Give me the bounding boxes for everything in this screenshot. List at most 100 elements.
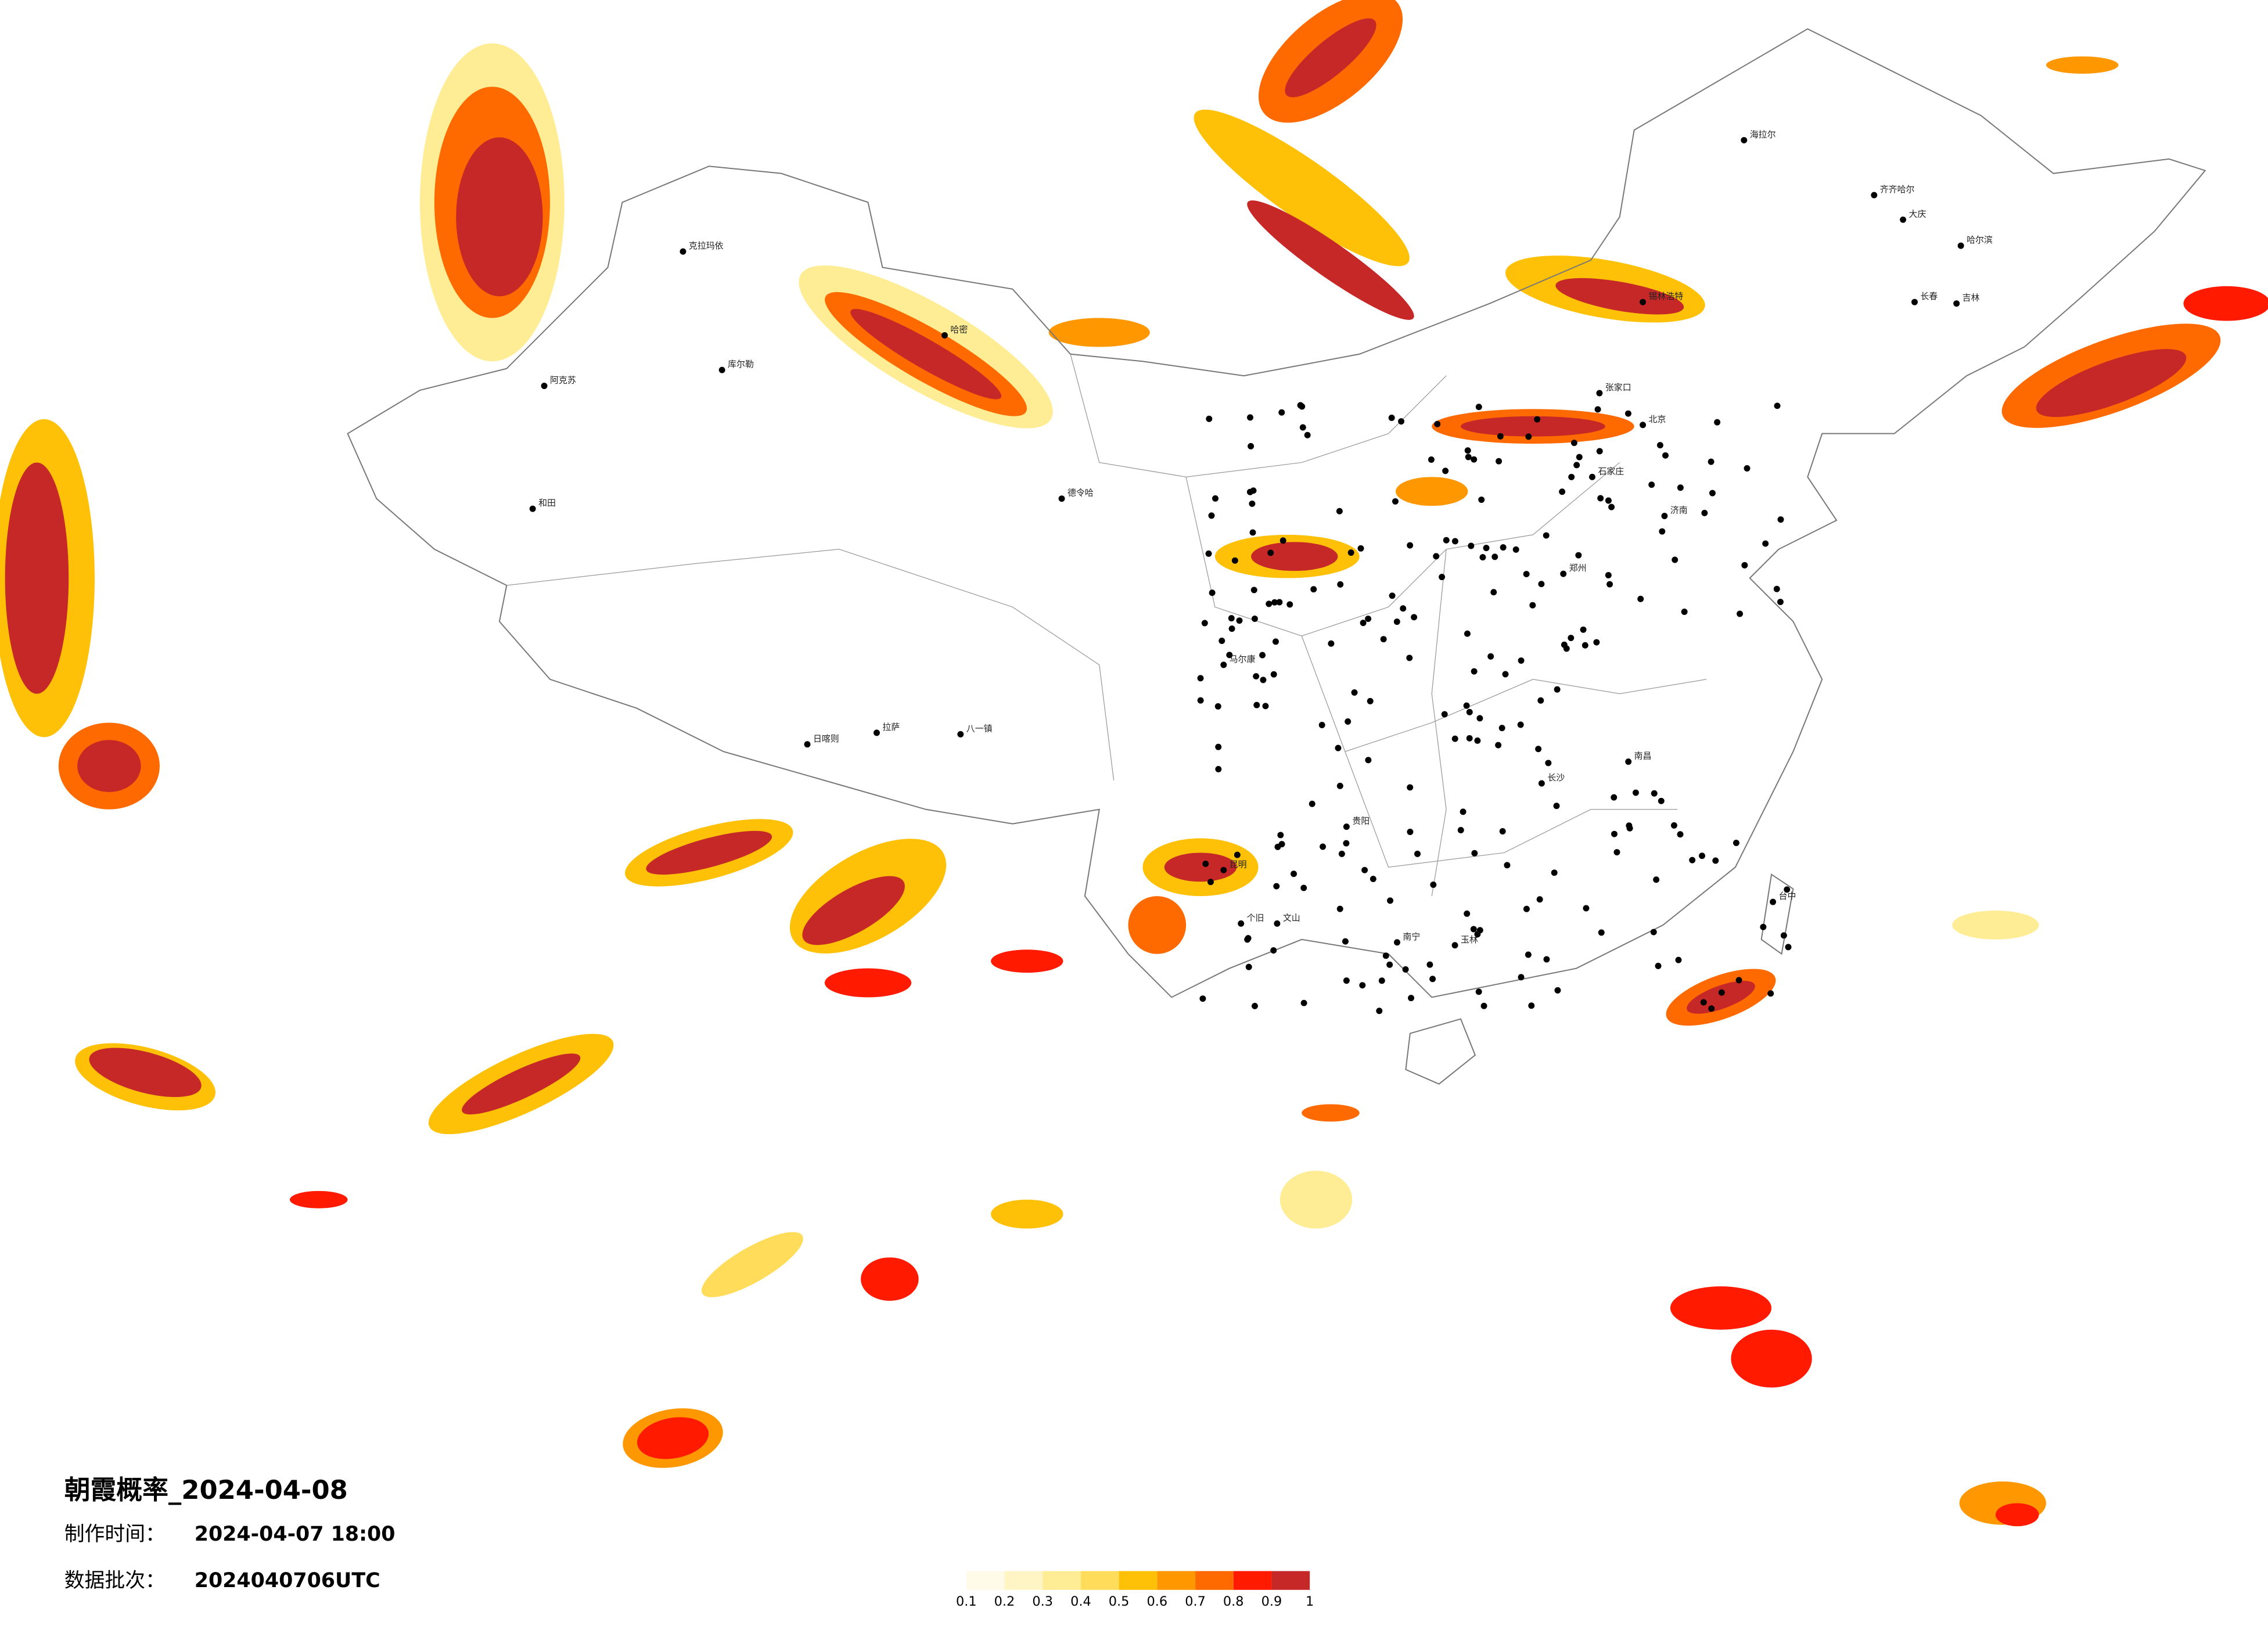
city-label: 拉萨: [882, 722, 900, 732]
city-dot: [1953, 300, 1960, 307]
city-dot: [1245, 963, 1252, 970]
city-dot: [1464, 447, 1471, 454]
city-dot: [1479, 554, 1486, 561]
city-dot: [1398, 418, 1405, 425]
city-dot: [1343, 977, 1350, 984]
city-dot: [1554, 987, 1561, 994]
city-dot: [1228, 625, 1235, 632]
probability-area: [462, 1053, 581, 1115]
city-label: 济南: [1670, 505, 1688, 516]
city-dot: [1342, 938, 1349, 945]
taiwan: [1760, 873, 1794, 955]
city-dot: [1528, 1002, 1535, 1009]
city-dot: [1460, 808, 1467, 815]
city-dot: [1262, 703, 1269, 710]
city-dot: [1487, 653, 1494, 660]
city-dot: [1389, 592, 1396, 599]
city-label: 八一镇: [966, 723, 993, 733]
city-dot: [1376, 1008, 1383, 1015]
city-dot: [1593, 639, 1600, 646]
city-dot: [1598, 929, 1605, 936]
city-dot: [1361, 866, 1368, 873]
city-dot: [1605, 497, 1612, 504]
probability-area: [1128, 896, 1187, 954]
city-dot: [1471, 456, 1478, 463]
city-dot: [1582, 642, 1588, 649]
city-label: 锡林浩特: [1649, 291, 1684, 301]
city-dot: [1777, 516, 1784, 523]
city-dots: [529, 136, 1964, 1015]
city-label: 海拉尔: [1750, 129, 1776, 139]
city-dot: [1434, 420, 1441, 427]
city-label: 石家庄: [1598, 466, 1624, 476]
city-dot: [1300, 884, 1307, 891]
city-dot: [1335, 744, 1342, 751]
city-dot: [1518, 657, 1525, 664]
city-dot: [1220, 866, 1227, 873]
city-dot: [1575, 552, 1582, 559]
city-label: 阿克苏: [550, 375, 576, 386]
city-label: 长春: [1920, 291, 1938, 301]
hainan: [1405, 1018, 1476, 1085]
city-dot: [1534, 416, 1541, 423]
city-dot: [1286, 601, 1293, 608]
probability-area: [77, 740, 141, 792]
city-dot: [1474, 737, 1481, 744]
city-dot: [1568, 635, 1575, 642]
city-dot: [1871, 192, 1878, 199]
city-dot: [1504, 862, 1511, 869]
city-dot: [1463, 702, 1470, 709]
legend-swatch: [1271, 1571, 1310, 1590]
city-dot: [1466, 735, 1473, 742]
city-dot: [1537, 697, 1544, 704]
city-dot: [1291, 870, 1297, 877]
city-dot: [1359, 982, 1366, 989]
city-label: 郑州: [1569, 563, 1587, 573]
city-dot: [1209, 589, 1216, 596]
city-dot: [1589, 473, 1595, 480]
batch-label: 数据批次：: [64, 1569, 166, 1592]
city-dot: [1206, 415, 1213, 422]
city-dot: [1495, 742, 1502, 749]
city-dot: [1370, 876, 1376, 883]
city-dot: [1718, 989, 1725, 996]
legend-tick-label: 0.5: [1109, 1594, 1130, 1609]
city-dot: [1640, 298, 1647, 305]
probability-area: [1555, 278, 1684, 315]
city-dot: [1594, 406, 1601, 413]
city-dot: [1773, 585, 1780, 592]
city-dot: [1360, 620, 1367, 627]
city-dot: [1606, 581, 1613, 588]
probability-area: [2036, 349, 2187, 418]
city-dot: [1708, 458, 1715, 465]
city-dot: [1576, 454, 1583, 461]
city-dot: [1911, 298, 1918, 305]
city-dot: [1699, 852, 1706, 859]
probability-area: [637, 1417, 709, 1459]
city-dot: [1500, 544, 1507, 551]
city-dot: [1475, 988, 1482, 995]
city-dot: [1596, 448, 1603, 455]
probability-area: [1460, 416, 1605, 437]
city-dot: [1382, 952, 1389, 959]
city-dot: [1380, 636, 1387, 643]
legend-tick-label: 0.7: [1185, 1594, 1206, 1609]
city-dot: [1611, 830, 1618, 837]
city-dot: [1559, 488, 1566, 495]
city-dot: [1318, 722, 1325, 728]
city-dot: [1228, 615, 1235, 622]
probability-area: [89, 1048, 202, 1098]
city-dot: [1543, 532, 1550, 539]
city-dot: [1274, 920, 1281, 927]
city-dot: [1543, 956, 1550, 963]
probability-area: [824, 968, 912, 998]
city-dot: [1402, 966, 1409, 973]
city-dot: [1208, 512, 1215, 519]
city-label: 哈密: [950, 324, 968, 334]
city-dot: [1464, 630, 1471, 637]
city-dot: [1709, 490, 1716, 497]
city-label: 昆明: [1230, 859, 1247, 869]
city-dot: [1336, 782, 1343, 789]
city-dot: [1273, 883, 1280, 890]
